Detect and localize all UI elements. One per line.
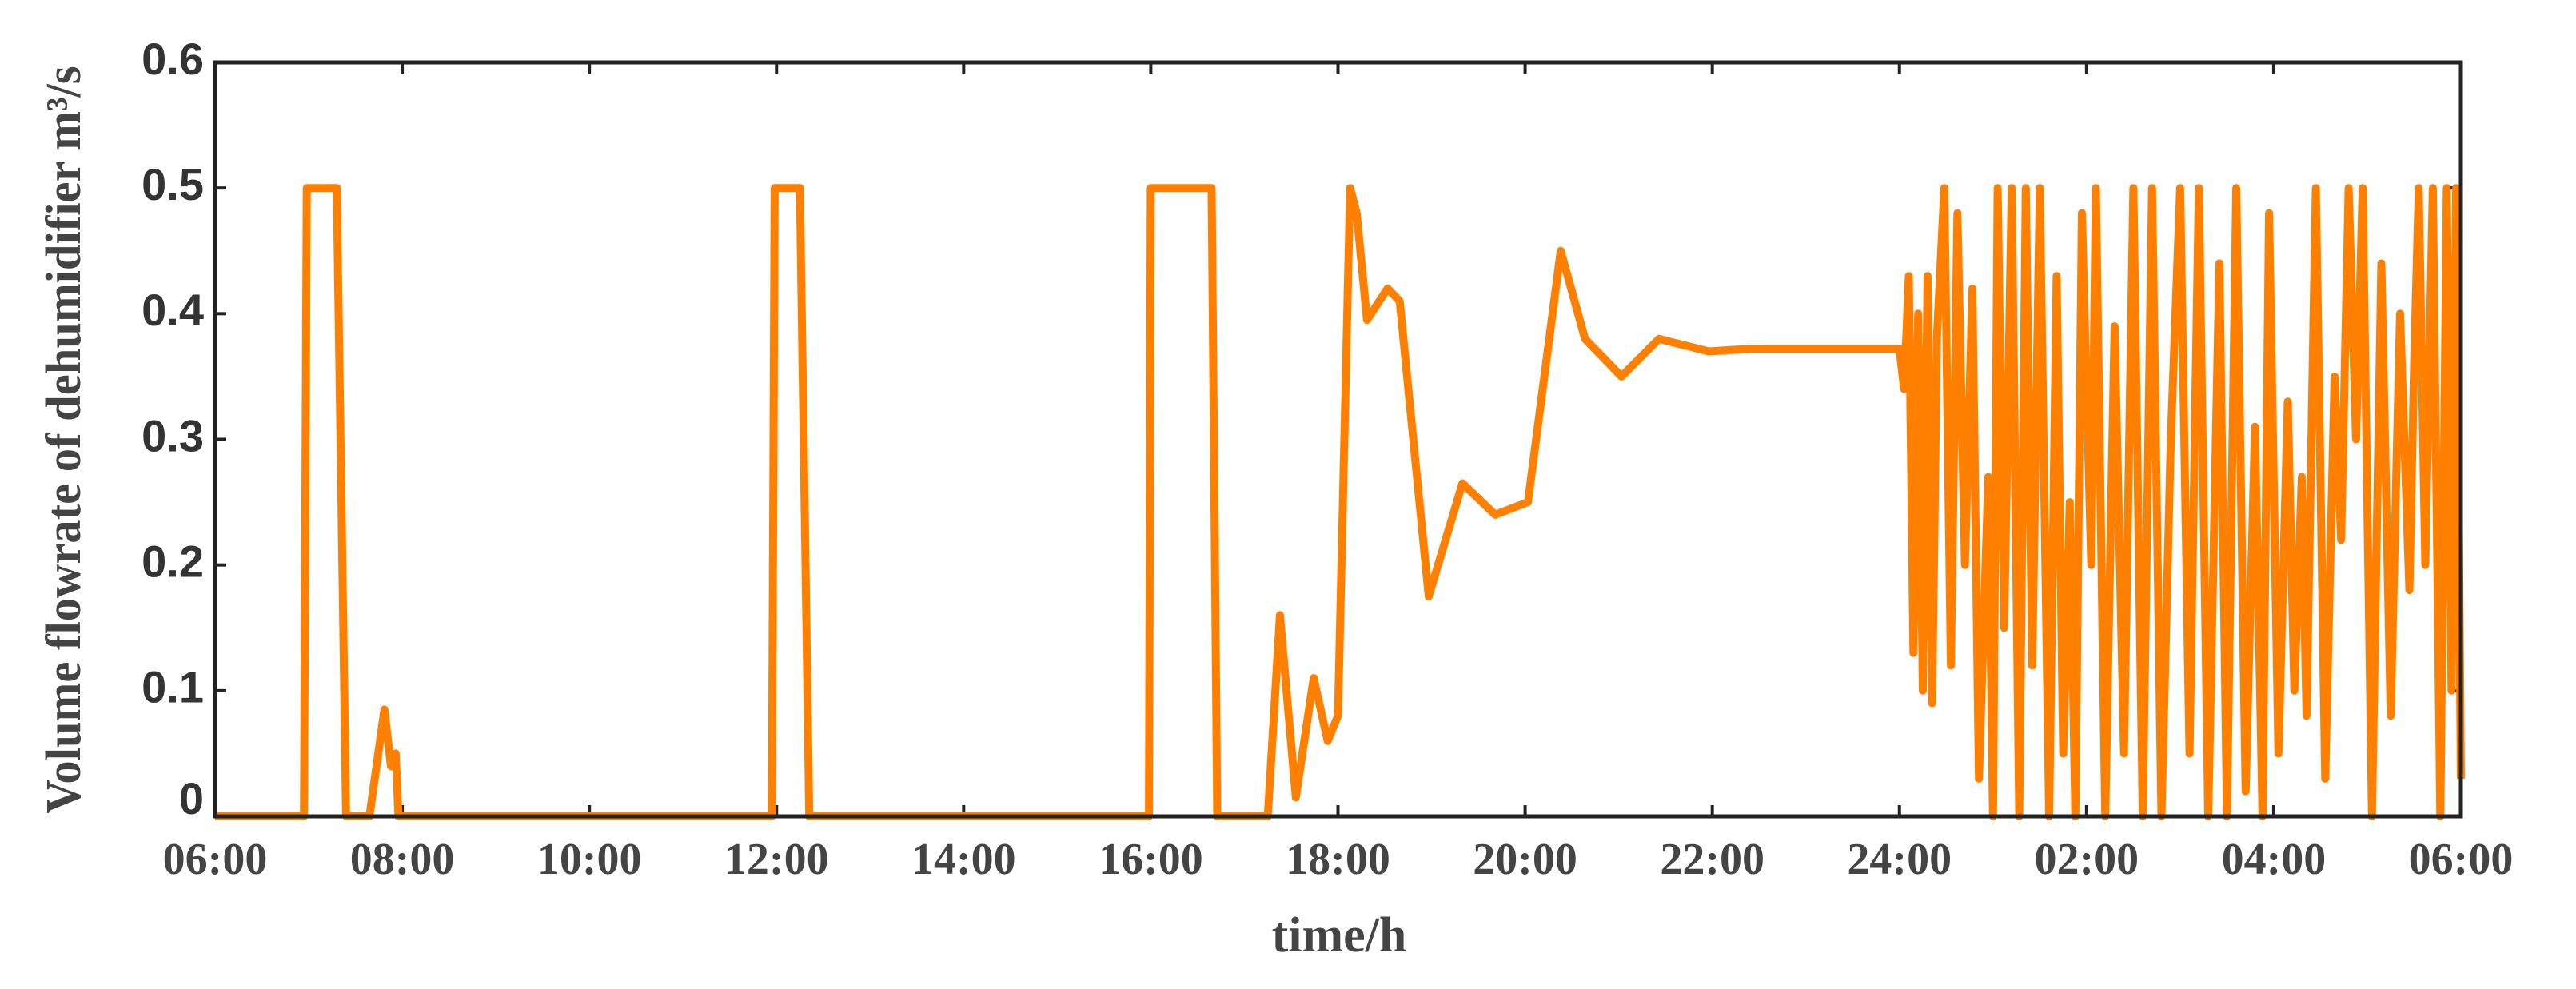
data-line	[215, 184, 2465, 820]
x-tick-label: 04:00	[2222, 835, 2327, 884]
x-tick-label: 18:00	[1286, 835, 1390, 884]
x-tick-label: 24:00	[1847, 835, 1952, 884]
x-tick-label: 10:00	[537, 835, 642, 884]
y-tick-label: 0.5	[142, 159, 204, 209]
x-tick-label: 20:00	[1473, 835, 1577, 884]
y-tick-label: 0.6	[142, 34, 204, 84]
plot-frame	[213, 60, 2463, 819]
y-tick-label: 0	[179, 773, 204, 824]
x-axis-label: time/h	[1272, 908, 1407, 963]
x-tick-label: 06:00	[2409, 835, 2514, 884]
y-tick-label: 0.4	[142, 285, 204, 335]
x-tick-label: 02:00	[2035, 835, 2139, 884]
x-tick-label: 08:00	[350, 835, 455, 884]
y-tick-label: 0.1	[142, 662, 204, 712]
x-tick-label: 16:00	[1099, 835, 1203, 884]
y-axis-label: Volume flowrate of dehumidifier m³/s	[37, 66, 91, 814]
y-tick-label: 0.2	[142, 536, 204, 586]
x-tick-label: 22:00	[1660, 835, 1765, 884]
x-tick-label: 12:00	[724, 835, 829, 884]
x-tick-label: 06:00	[163, 835, 268, 884]
x-tick-label: 14:00	[911, 835, 1016, 884]
y-tick-label: 0.3	[142, 410, 204, 461]
